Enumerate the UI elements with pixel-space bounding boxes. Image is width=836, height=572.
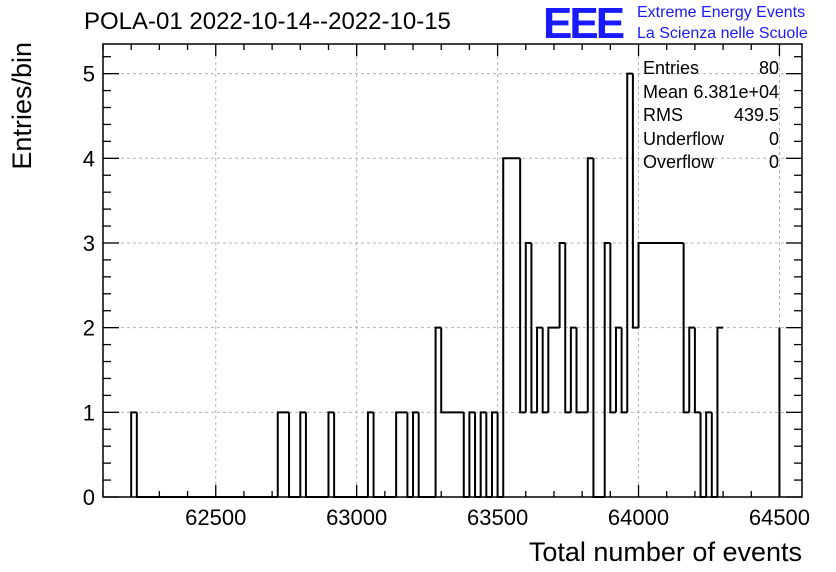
histogram-bin: [304, 412, 329, 498]
stats-row-overflow: Overflow 0: [643, 152, 779, 176]
stats-row-entries: Entries 80: [643, 58, 779, 82]
stats-underflow-label: Underflow: [643, 128, 725, 149]
histogram-bin: [558, 241, 566, 328]
histogram-bin: [637, 241, 684, 328]
histogram-bin: [693, 327, 701, 414]
y-tick-label: 0: [83, 485, 95, 510]
stats-underflow-value: 0: [768, 128, 779, 149]
histogram-bin: [547, 326, 560, 413]
histogram-bin: [614, 326, 622, 413]
histogram-bin: [586, 157, 594, 413]
histogram-bin: [479, 411, 487, 497]
stats-overflow-label: Overflow: [643, 152, 715, 172]
y-tick-label: 3: [83, 231, 95, 256]
histogram-bin: [333, 412, 368, 498]
histogram-bin: [524, 241, 532, 413]
histogram-bin: [490, 411, 498, 497]
stats-entries-label: Entries: [643, 58, 700, 78]
stats-rms-value: 439.5: [733, 105, 779, 125]
histogram-bin: [299, 411, 306, 497]
x-tick-label: 63000: [326, 505, 387, 530]
histogram-bin: [541, 327, 549, 414]
stats-mean-label: Mean: [643, 81, 689, 102]
y-axis-label: Entries/bin: [7, 42, 37, 170]
histogram-bin: [372, 412, 397, 498]
x-tick-label: 62500: [185, 505, 246, 530]
histogram-bin: [412, 411, 419, 497]
histogram-bin: [716, 326, 724, 497]
histogram-bin: [536, 326, 543, 413]
histogram-bin: [530, 242, 538, 414]
stats-overflow-value: 0: [768, 152, 779, 172]
x-tick-label: 64500: [749, 505, 810, 530]
histogram-bin: [434, 326, 442, 497]
plot-frame: [102, 43, 803, 498]
x-tick-label: 63500: [467, 505, 528, 530]
histogram-bin: [366, 411, 374, 497]
histogram-bin: [603, 241, 611, 497]
x-axis-label: Total number of events: [529, 537, 802, 567]
histogram-bin: [631, 73, 639, 329]
histogram-bin: [135, 412, 278, 498]
stats-rms-label: RMS: [643, 105, 683, 125]
histogram-bin: [705, 411, 712, 497]
histogram-bin: [609, 242, 616, 414]
logo-subtitle-1: Extreme Energy Events: [637, 4, 806, 21]
stats-box: Entries 80 Mean 6.381e+04 RMS 439.5 Unde…: [643, 58, 779, 176]
eee-logo: EEE: [543, 0, 625, 48]
histogram-bin: [288, 412, 301, 498]
tick-labels: 62500 63000 63500 64000 64500 0 1 2 3 4 5: [83, 62, 810, 530]
stats-mean-value: 6.381e+04: [693, 81, 779, 102]
stats-row-underflow: Underflow 0: [643, 129, 779, 153]
histogram-bin: [682, 242, 690, 414]
histogram-bin: [626, 72, 633, 413]
histogram-bin: [688, 326, 695, 413]
y-tick-label: 2: [83, 316, 95, 341]
stats-row-mean: Mean 6.381e+04: [643, 82, 779, 106]
stats-entries-value: 80: [758, 58, 779, 78]
histogram-bin: [440, 327, 464, 414]
y-tick-label: 4: [83, 146, 95, 171]
histogram-bin: [519, 158, 526, 414]
histogram-bin: [564, 242, 571, 414]
chart-title: POLA-01 2022-10-14--2022-10-15: [84, 8, 451, 35]
histogram-bin: [130, 411, 137, 497]
histogram-bin: [417, 412, 436, 498]
histogram-bin: [569, 326, 577, 413]
histogram-bin: [620, 327, 628, 414]
stats-row-rms: RMS 439.5: [643, 105, 779, 129]
x-tick-label: 64000: [608, 505, 669, 530]
histogram-bin: [276, 411, 290, 497]
y-tick-label: 5: [83, 62, 95, 87]
y-tick-label: 1: [83, 400, 95, 425]
histogram-bin: [395, 411, 408, 497]
axis-ticks: [102, 44, 802, 498]
histogram-bin: [327, 411, 335, 497]
histogram-bin: [468, 411, 476, 497]
histogram-bin: [502, 157, 521, 497]
histogram-bin: [575, 327, 583, 414]
logo-subtitle-2: La Scienza nelle Scuole: [637, 25, 808, 42]
